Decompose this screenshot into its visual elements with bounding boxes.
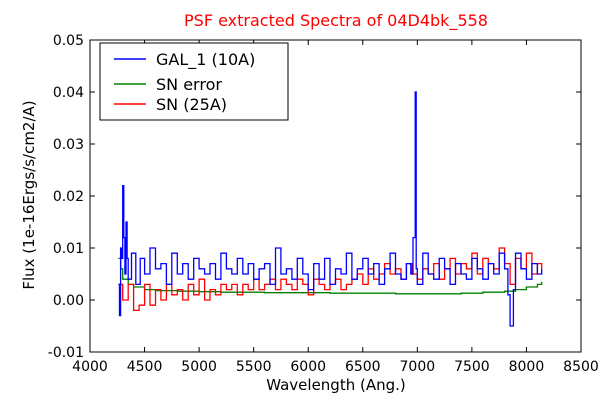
x-tick-label: 8500 [563, 359, 599, 375]
chart-title: PSF extracted Spectra of 04D4bk_558 [184, 11, 488, 31]
y-tick-label: 0.03 [53, 137, 84, 153]
plot-area: 4000 4500 5000 5500 6000 6500 7000 7500 8000 8500… [48, 33, 599, 375]
series-layer [118, 91, 543, 327]
legend-label-gal: GAL_1 (10A) [156, 50, 255, 70]
y-tick-label: 0.00 [53, 293, 84, 309]
y-axis-label: Flux (1e-16Ergs/s/cm2/A) [20, 100, 38, 289]
legend: GAL_1 (10A) SN error SN (25A) [99, 42, 289, 121]
y-tick-label: 0.01 [53, 241, 84, 257]
x-tick-label: 4000 [72, 359, 108, 375]
y-tick-label: 0.05 [53, 33, 84, 49]
x-axis-label: Wavelength (Ang.) [266, 376, 406, 394]
series-line-gal-1-10a [118, 91, 543, 327]
y-tick-label: 0.04 [53, 85, 84, 101]
x-tick-label: 7500 [454, 359, 490, 375]
y-tick-label: 0.02 [53, 189, 84, 205]
x-tick-label: 5000 [181, 359, 217, 375]
x-tick-label: 5500 [236, 359, 272, 375]
x-tick-label: 6000 [290, 359, 326, 375]
legend-box [99, 42, 289, 121]
x-tick-label: 8000 [509, 359, 545, 375]
legend-label-sn-error: SN error [156, 75, 222, 94]
legend-label-sn: SN (25A) [156, 95, 227, 114]
x-tick-label: 7000 [400, 359, 436, 375]
ticks-layer: 4000 4500 5000 5500 6000 6500 7000 7500 8000 8500… [48, 33, 599, 375]
x-tick-label: 4500 [127, 359, 163, 375]
y-tick-label: -0.01 [48, 345, 84, 361]
x-tick-label: 6500 [345, 359, 381, 375]
